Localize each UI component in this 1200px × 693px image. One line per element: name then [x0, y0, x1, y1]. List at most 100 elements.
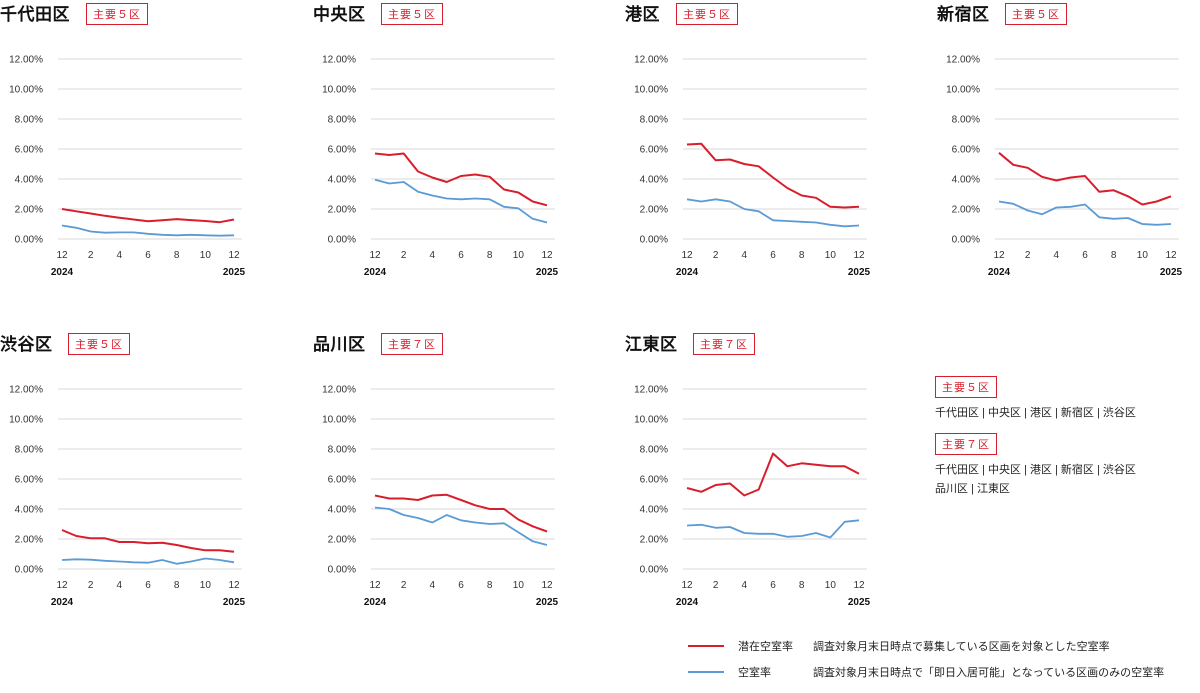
group-definition-5: 主要５区 千代田区 | 中央区 | 港区 | 新宿区 | 渋谷区 — [935, 376, 1136, 423]
y-tick-label: 0.00% — [952, 235, 980, 246]
series-line-potential — [61, 208, 235, 224]
y-tick-label: 12.00% — [9, 55, 43, 66]
series-line-vacancy — [686, 198, 860, 228]
y-tick-label: 4.00% — [328, 505, 356, 516]
series-line-vacancy — [61, 557, 235, 565]
x-tick-label: 8 — [799, 250, 805, 261]
x-tick-label: 6 — [458, 580, 464, 591]
y-tick-label: 8.00% — [15, 445, 43, 456]
x-tick-label: 12 — [853, 250, 865, 261]
group-badge: 主要５区 — [1005, 3, 1067, 25]
y-tick-label: 2.00% — [640, 535, 668, 546]
x-year-label: 2024 — [676, 597, 699, 608]
group-badge: 主要５区 — [86, 3, 148, 25]
y-tick-label: 2.00% — [952, 205, 980, 216]
y-tick-label: 8.00% — [328, 115, 356, 126]
x-tick-label: 6 — [770, 250, 776, 261]
y-tick-label: 8.00% — [15, 115, 43, 126]
y-tick-label: 2.00% — [15, 205, 43, 216]
chart-panel-shinagawa: 品川区 主要７区 0.00% 2.00% 4.00% 6.00% 8.00% 10.00%… — [313, 330, 603, 630]
x-year-label: 2024 — [364, 267, 387, 278]
x-tick-label: 4 — [742, 580, 748, 591]
x-tick-label: 4 — [117, 580, 123, 591]
group-badge: 主要７区 — [935, 433, 997, 455]
legend-description: 調査対象月末日時点で「即日入居可能」となっている区画のみの空室率 — [813, 667, 1165, 679]
line-chart: 0.00% 2.00% 4.00% 6.00% 8.00% 10.00% 12.00% 12 2… — [9, 385, 246, 609]
x-tick-label: 10 — [825, 580, 837, 591]
x-year-label: 2024 — [988, 267, 1011, 278]
y-tick-label: 4.00% — [15, 505, 43, 516]
x-tick-label: 8 — [174, 250, 180, 261]
x-tick-label: 10 — [825, 250, 837, 261]
y-tick-label: 0.00% — [640, 235, 668, 246]
y-tick-label: 4.00% — [640, 175, 668, 186]
series-line-potential — [374, 493, 548, 533]
series-line-vacancy — [998, 200, 1172, 226]
x-tick-label: 8 — [174, 580, 180, 591]
chart-panel-chiyoda: 千代田区 主要５区 0.00% 2.00% 4.00% 6.00% 8.00% 10.00… — [0, 0, 290, 300]
legend-item-vacancy: 空室率 調査対象月末日時点で「即日入居可能」となっている区画のみの空室率 — [688, 664, 1188, 680]
y-tick-label: 4.00% — [15, 175, 43, 186]
series-line-vacancy — [374, 178, 548, 224]
group-members-line: 品川区 | 江東区 — [935, 483, 1010, 495]
x-year-label: 2024 — [676, 267, 699, 278]
ward-title: 品川区 — [313, 335, 366, 354]
x-year-label: 2025 — [1160, 267, 1183, 278]
x-tick-label: 12 — [541, 580, 553, 591]
x-year-label: 2024 — [51, 267, 74, 278]
x-year-label: 2025 — [536, 267, 559, 278]
series-line-potential — [61, 529, 235, 553]
y-tick-label: 8.00% — [640, 115, 668, 126]
y-tick-label: 4.00% — [640, 505, 668, 516]
x-tick-label: 12 — [681, 580, 693, 591]
x-tick-label: 12 — [228, 580, 240, 591]
y-tick-label: 8.00% — [328, 445, 356, 456]
y-tick-label: 6.00% — [640, 145, 668, 156]
x-tick-label: 12 — [56, 580, 68, 591]
line-chart: 0.00% 2.00% 4.00% 6.00% 8.00% 10.00% 12.00% 12 2… — [322, 55, 559, 279]
series-line-potential — [686, 452, 860, 497]
x-tick-label: 12 — [228, 250, 240, 261]
x-tick-label: 8 — [1111, 250, 1117, 261]
x-tick-label: 6 — [145, 250, 151, 261]
x-tick-label: 8 — [487, 580, 493, 591]
y-tick-label: 12.00% — [634, 55, 668, 66]
x-tick-label: 10 — [200, 580, 212, 591]
group-badge: 主要７区 — [693, 333, 755, 355]
y-tick-label: 10.00% — [322, 415, 356, 426]
chart-panel-shinjuku: 新宿区 主要５区 0.00% 2.00% 4.00% 6.00% 8.00% 10.00%… — [937, 0, 1200, 300]
y-tick-label: 10.00% — [634, 85, 668, 96]
x-tick-label: 12 — [993, 250, 1005, 261]
line-chart: 0.00% 2.00% 4.00% 6.00% 8.00% 10.00% 12.00% 12 2… — [322, 385, 558, 609]
line-chart: 0.00% 2.00% 4.00% 6.00% 8.00% 10.00% 12.00% 12 2… — [634, 385, 870, 609]
x-tick-label: 10 — [1137, 250, 1149, 261]
ward-title: 千代田区 — [0, 5, 70, 24]
x-year-label: 2025 — [223, 597, 246, 608]
series-line-vacancy — [374, 506, 548, 546]
series-line-vacancy — [61, 224, 235, 237]
y-tick-label: 12.00% — [322, 385, 356, 396]
x-tick-label: 10 — [200, 250, 212, 261]
x-tick-label: 6 — [1082, 250, 1088, 261]
y-tick-label: 2.00% — [328, 535, 356, 546]
x-tick-label: 4 — [117, 250, 123, 261]
x-tick-label: 2 — [401, 580, 407, 591]
line-chart: 0.00% 2.00% 4.00% 6.00% 8.00% 10.00% 12.00% 12 2… — [9, 55, 245, 279]
x-tick-label: 2 — [713, 250, 719, 261]
y-tick-label: 6.00% — [640, 475, 668, 486]
x-tick-label: 12 — [369, 580, 381, 591]
x-tick-label: 12 — [541, 250, 553, 261]
x-tick-label: 8 — [487, 250, 493, 261]
x-tick-label: 8 — [799, 580, 805, 591]
y-tick-label: 0.00% — [328, 565, 356, 576]
chart-panel-koto: 江東区 主要７区 0.00% 2.00% 4.00% 6.00% 8.00% 10.00%… — [625, 330, 915, 630]
y-tick-label: 6.00% — [328, 475, 356, 486]
x-year-label: 2024 — [51, 597, 74, 608]
y-tick-label: 0.00% — [15, 235, 43, 246]
group-badge: 主要５区 — [68, 333, 130, 355]
y-tick-label: 4.00% — [328, 175, 356, 186]
chart-panel-shibuya: 渋谷区 主要５区 0.00% 2.00% 4.00% 6.00% 8.00% 10.00%… — [0, 330, 290, 630]
x-tick-label: 2 — [88, 580, 94, 591]
group-definition-7: 主要７区 千代田区 | 中央区 | 港区 | 新宿区 | 渋谷区 品川区 | 江… — [935, 433, 1136, 499]
y-tick-label: 12.00% — [634, 385, 668, 396]
